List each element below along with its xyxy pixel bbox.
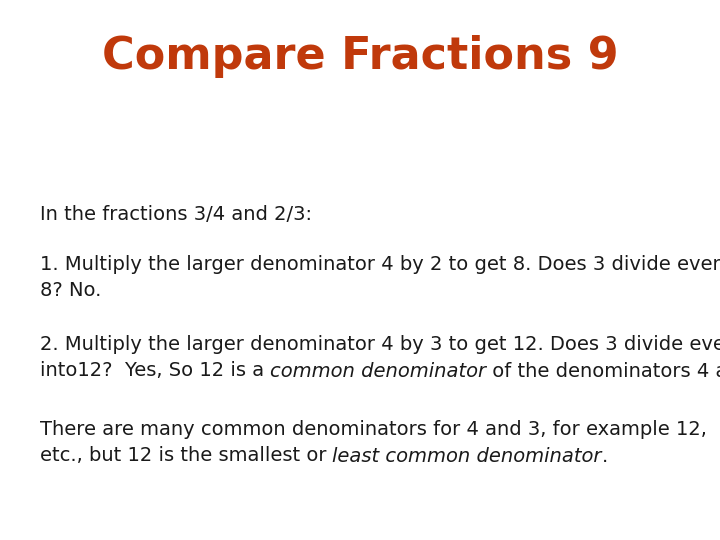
Text: common denominator: common denominator xyxy=(270,362,486,381)
Text: In the fractions 3/4 and 2/3:: In the fractions 3/4 and 2/3: xyxy=(40,205,312,224)
Text: of the denominators 4 and 3.: of the denominators 4 and 3. xyxy=(486,362,720,381)
Text: 1. Multiply the larger denominator 4 by 2 to get 8. Does 3 divide evenly into
8?: 1. Multiply the larger denominator 4 by … xyxy=(40,255,720,300)
Text: Compare Fractions 9: Compare Fractions 9 xyxy=(102,35,618,78)
Text: There are many common denominators for 4 and 3, for example 12,  24, 36,
etc., b: There are many common denominators for 4… xyxy=(40,420,720,465)
Text: .: . xyxy=(602,447,608,466)
Text: 2. Multiply the larger denominator 4 by 3 to get 12. Does 3 divide evenly
into12: 2. Multiply the larger denominator 4 by … xyxy=(40,335,720,380)
Text: least common denominator: least common denominator xyxy=(333,447,602,466)
